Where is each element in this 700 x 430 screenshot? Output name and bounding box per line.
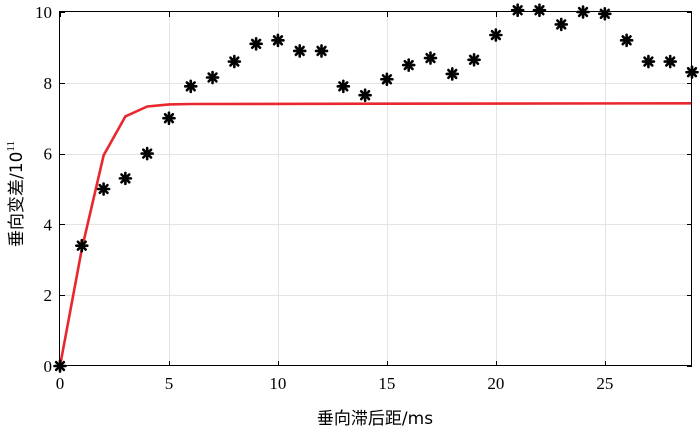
y-tick-label: 10 xyxy=(35,3,52,22)
data-point xyxy=(292,44,307,58)
data-point xyxy=(554,17,569,32)
y-tick-label: 4 xyxy=(44,215,53,234)
data-point xyxy=(336,79,351,94)
data-point xyxy=(445,67,460,81)
data-point xyxy=(96,182,111,196)
data-point xyxy=(401,58,416,72)
x-tick-label: 25 xyxy=(596,374,613,393)
y-axis-label-exponent: 11 xyxy=(5,141,17,152)
tick-labels: 0 5 10 15 20 25 0 2 4 6 8 10 xyxy=(35,3,613,393)
data-point xyxy=(598,6,612,21)
data-point xyxy=(510,3,525,18)
data-point xyxy=(140,146,154,161)
x-tick-label: 5 xyxy=(165,374,174,393)
data-point xyxy=(249,37,263,51)
data-point xyxy=(314,44,329,58)
model-curve-layer xyxy=(58,102,693,367)
data-points-layer xyxy=(53,3,699,373)
x-tick-label: 15 xyxy=(378,374,395,393)
x-axis-label: 垂向滞后距/ms xyxy=(317,409,433,429)
data-point xyxy=(489,28,503,42)
x-tick-label: 10 xyxy=(269,374,286,393)
plot-frame xyxy=(59,11,692,366)
grid-lines xyxy=(60,12,692,366)
data-point xyxy=(467,52,481,67)
data-point xyxy=(183,79,198,94)
data-point xyxy=(619,33,634,48)
data-point xyxy=(641,54,656,69)
x-tick-label: 0 xyxy=(56,374,65,393)
data-point xyxy=(227,54,242,69)
data-point xyxy=(162,111,176,125)
data-point xyxy=(532,3,547,18)
data-point xyxy=(423,51,438,65)
data-point xyxy=(663,54,678,69)
y-tick-label: 8 xyxy=(44,74,53,93)
y-axis-label-text: 垂向变差/10 xyxy=(7,152,27,247)
data-point xyxy=(205,70,220,85)
data-point xyxy=(118,171,133,186)
y-axis-label: 垂向变差/1011 xyxy=(5,141,27,247)
y-tick-label: 6 xyxy=(44,145,53,164)
x-tick-label: 20 xyxy=(487,374,504,393)
data-point xyxy=(271,33,285,48)
axis-ticks xyxy=(60,12,692,367)
data-point xyxy=(358,88,372,102)
y-axis-label-group: 垂向变差/1011 xyxy=(5,141,27,247)
y-tick-label: 0 xyxy=(44,357,53,376)
data-point xyxy=(74,238,89,253)
model-curve xyxy=(58,102,693,367)
y-tick-label: 2 xyxy=(44,286,53,305)
data-point xyxy=(380,72,394,87)
